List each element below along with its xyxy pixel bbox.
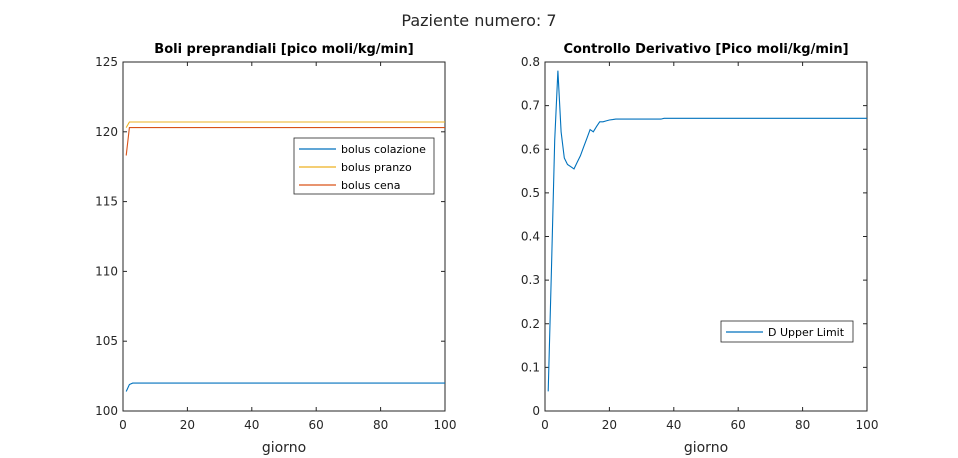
- x-tick-label: 0: [119, 418, 127, 432]
- chart-controllo-derivativo: Controllo Derivativo [Pico moli/kg/min] …: [521, 42, 879, 456]
- axes-box: [544, 61, 868, 412]
- x-tick-label: 60: [731, 418, 746, 432]
- x-tick-label: 40: [244, 418, 259, 432]
- y-tick-label: 110: [95, 264, 118, 278]
- figure-title: Paziente numero: 7: [401, 11, 556, 30]
- y-tick-label: 0.5: [521, 186, 540, 200]
- axis-ticks: 0 20 40 60 80 100 0 0.1 0.2 0.3 0.4 0.5 0.6 0.7 0.8: [521, 55, 879, 432]
- x-tick-label: 100: [434, 418, 457, 432]
- y-tick-label: 0.7: [521, 99, 540, 113]
- axes-box: [122, 61, 446, 412]
- legend: bolus colazione bolus pranzo bolus cena: [293, 137, 435, 195]
- series-lines: [125, 121, 445, 392]
- series-line-bolus-colazione: [125, 382, 445, 392]
- x-tick-label: 80: [373, 418, 388, 432]
- legend: D Upper Limit: [720, 320, 854, 343]
- axis-ticks: 0 20 40 60 80 100 100 105 110 115 120 125: [95, 55, 456, 432]
- y-tick-label: 0.6: [521, 142, 540, 156]
- series-line-bolus-cena: [125, 127, 445, 156]
- y-tick-label: 100: [95, 404, 118, 418]
- x-axis-label: giorno: [262, 440, 306, 456]
- x-axis-label: giorno: [684, 440, 728, 456]
- x-tick-label: 40: [666, 418, 681, 432]
- y-tick-label: 115: [95, 195, 118, 209]
- x-tick-label: 20: [180, 418, 195, 432]
- chart-title: Controllo Derivativo [Pico moli/kg/min]: [563, 42, 848, 57]
- legend-label-bolus-colazione: bolus colazione: [341, 143, 426, 156]
- legend-label-bolus-cena: bolus cena: [341, 179, 401, 192]
- y-tick-label: 105: [95, 334, 118, 348]
- x-tick-label: 0: [541, 418, 549, 432]
- y-tick-label: 0.8: [521, 55, 540, 69]
- legend-label-d-upper-limit: D Upper Limit: [768, 326, 845, 339]
- y-tick-label: 0: [532, 404, 540, 418]
- chart-title: Boli preprandiali [pico moli/kg/min]: [154, 42, 413, 57]
- x-tick-label: 20: [602, 418, 617, 432]
- legend-box: [720, 320, 854, 343]
- series-line-bolus-pranzo: [125, 121, 445, 128]
- x-tick-label: 80: [795, 418, 810, 432]
- y-tick-label: 0.2: [521, 317, 540, 331]
- x-tick-label: 100: [856, 418, 879, 432]
- y-tick-label: 120: [95, 125, 118, 139]
- y-tick-label: 0.4: [521, 230, 540, 244]
- y-tick-label: 0.1: [521, 360, 540, 374]
- y-tick-label: 125: [95, 55, 118, 69]
- x-tick-label: 60: [309, 418, 324, 432]
- series-line-d-upper-limit: [547, 70, 867, 392]
- y-tick-label: 0.3: [521, 273, 540, 287]
- legend-label-bolus-pranzo: bolus pranzo: [341, 161, 412, 174]
- chart-boli-preprandiali: Boli preprandiali [pico moli/kg/min] gio…: [95, 42, 456, 456]
- series-lines: [547, 70, 867, 392]
